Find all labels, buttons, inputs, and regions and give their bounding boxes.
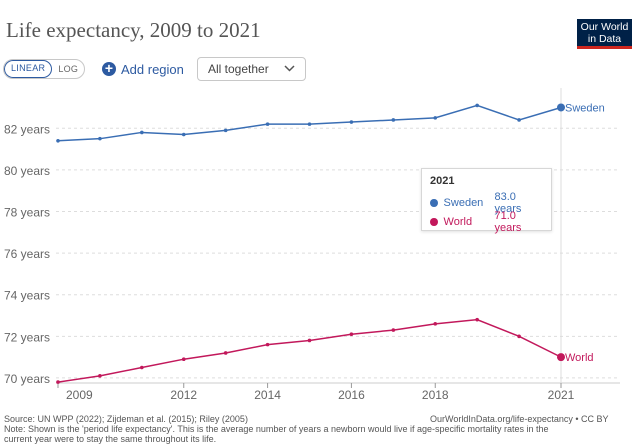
x-tick-label: 2018 [422,388,449,402]
y-tick-label: 72 years [4,330,50,344]
sweden-dot-icon [430,198,438,207]
chart-controls: LINEAR LOG + Add region All together [3,57,403,81]
world-series-label: World [565,352,594,364]
world-point [265,342,270,347]
world-point [349,332,354,337]
world-dot-icon [430,217,438,226]
sweden-point [307,122,312,126]
x-tick-label: 2014 [254,388,281,402]
y-tick-label: 70 years [4,372,50,386]
sweden-series-label: Sweden [565,102,605,114]
chart-title: Life expectancy, 2009 to 2021 [6,18,261,42]
y-tick-label: 78 years [4,205,50,219]
sweden-point [433,116,438,120]
tooltip-row-world: World 71.0 years [430,209,543,234]
y-tick-label: 80 years [4,164,50,178]
logo-line-1: Our World [580,21,629,33]
world-point [307,338,312,343]
world-point [475,317,479,322]
sweden-point [391,118,396,122]
sweden-point [557,103,565,112]
tooltip-series-value: 71.0 years [494,209,522,234]
sweden-point [475,103,479,108]
sweden-point [140,130,144,135]
sweden-point [349,120,354,124]
sweden-point [265,122,270,126]
tooltip-year: 2021 [430,175,455,187]
facet-dropdown-value: All together [208,62,269,76]
note-line-2: current year were to stay the same throu… [4,434,217,444]
add-region-button[interactable]: + Add region [102,58,184,80]
chart-footer: Source: UN WPP (2022); Zijdeman et al. (… [4,414,624,444]
y-tick-label: 76 years [4,247,50,261]
world-point [98,374,102,378]
tooltip-series-value: 83.0 years [494,190,522,215]
sweden-point [517,118,521,122]
logo-line-2: in Data [587,33,622,45]
source-text: Source: UN WPP (2022); Zijdeman et al. (… [4,414,248,424]
sweden-point [98,136,102,141]
y-tick-label: 82 years [4,122,50,136]
x-tick-label: 2012 [170,388,197,402]
x-tick-label: 2021 [548,388,575,402]
hover-tooltip: 2021 Sweden 83.0 years World 71.0 years [421,168,552,234]
sweden-point [181,132,186,137]
facet-dropdown[interactable]: All together [197,57,306,81]
add-region-label: Add region [121,61,184,77]
x-tick-label: 2016 [338,388,365,402]
world-point [557,353,565,362]
world-point [140,365,144,370]
log-scale-button[interactable]: LOG [58,64,79,74]
world-point [433,322,438,326]
owid-logo[interactable]: Our World in Data [577,19,632,49]
world-point [223,351,228,355]
sweden-point [223,128,228,133]
sweden-point [56,138,60,143]
source-link[interactable]: OurWorldInData.org/life-expectancy • CC … [430,414,609,424]
world-point [56,380,60,384]
tooltip-row-sweden: Sweden 83.0 years [430,190,543,215]
x-tick-label: 2009 [66,388,93,402]
tooltip-series-name: World [443,215,473,228]
world-point [517,334,521,339]
y-tick-label: 74 years [4,289,50,303]
chevron-down-icon [284,65,295,72]
note-line-1: Note: Shown is the 'period life expectan… [4,424,549,434]
world-point [391,328,396,332]
world-line [57,318,562,383]
plus-circle-icon: + [102,61,116,76]
tooltip-series-name: Sweden [443,196,484,209]
scale-toggle: LINEAR LOG [3,59,86,79]
linear-scale-button[interactable]: LINEAR [4,60,53,78]
world-point [181,357,186,361]
